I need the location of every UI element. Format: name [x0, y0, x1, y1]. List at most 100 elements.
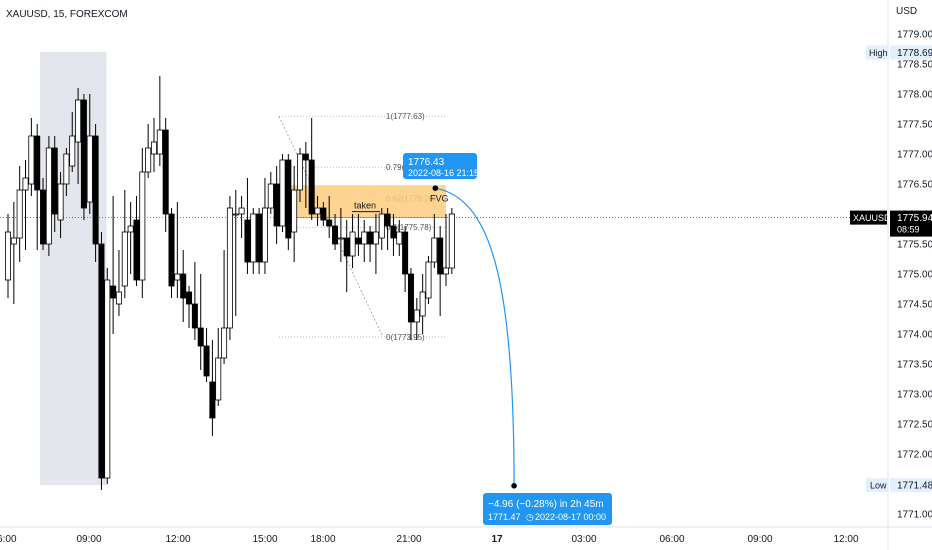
candle-body[interactable]: [104, 279, 111, 479]
candle-body[interactable]: [378, 213, 385, 239]
candle-body[interactable]: [98, 243, 105, 479]
candle-body[interactable]: [396, 231, 403, 245]
candle-body[interactable]: [139, 171, 146, 281]
candle-body[interactable]: [256, 213, 263, 263]
candle-body[interactable]: [180, 273, 187, 299]
symbol-title: XAUUSD, 15, FOREXCOM: [6, 9, 128, 20]
candle-body[interactable]: [203, 345, 210, 377]
candle-body[interactable]: [150, 141, 157, 155]
candle-body[interactable]: [384, 213, 391, 227]
candle-body[interactable]: [156, 129, 163, 155]
taken-label: taken: [354, 201, 376, 211]
time-tick-label: 06:00: [659, 534, 684, 545]
candle-body[interactable]: [115, 291, 122, 305]
candle-body[interactable]: [407, 273, 414, 323]
candle-body[interactable]: [273, 183, 280, 227]
candle-body[interactable]: [75, 99, 82, 143]
candle-body[interactable]: [145, 147, 152, 173]
fib-level-label: 1(1777.63): [386, 112, 425, 121]
price-tick-label: 1775.50: [897, 240, 932, 251]
candle-body[interactable]: [45, 147, 52, 245]
candle-body[interactable]: [16, 189, 23, 239]
projection-end-point[interactable]: [511, 483, 517, 489]
candle-body[interactable]: [209, 381, 216, 419]
candle-body[interactable]: [121, 231, 128, 287]
projection-start-time: 2022-08-16 21:15: [408, 168, 479, 178]
candle-body[interactable]: [314, 207, 321, 215]
candle-body[interactable]: [413, 309, 420, 323]
price-tick-label: 1775.00: [897, 270, 932, 281]
candle-body[interactable]: [133, 219, 140, 281]
candle-body[interactable]: [372, 231, 379, 245]
fib-level-label: 0(1773.95): [386, 333, 425, 342]
candle-body[interactable]: [34, 135, 41, 191]
candle-body[interactable]: [80, 99, 87, 209]
candle-body[interactable]: [51, 147, 58, 215]
candle-body[interactable]: [69, 135, 76, 167]
candle-body[interactable]: [302, 153, 309, 161]
candle-body[interactable]: [337, 237, 344, 240]
candle-body[interactable]: [226, 207, 233, 329]
last-price-value: 1775.94: [897, 213, 932, 224]
candle-body[interactable]: [361, 231, 368, 245]
candle-body[interactable]: [22, 177, 29, 191]
candle-body[interactable]: [267, 183, 274, 209]
candle-body[interactable]: [197, 327, 204, 347]
candle-body[interactable]: [63, 153, 70, 185]
candle-body[interactable]: [10, 237, 17, 245]
candle-body[interactable]: [442, 267, 449, 275]
candle-body[interactable]: [296, 153, 303, 191]
candle-body[interactable]: [332, 225, 339, 245]
candle-body[interactable]: [86, 135, 93, 203]
candle-body[interactable]: [174, 273, 181, 281]
candle-body[interactable]: [425, 261, 432, 299]
candle-body[interactable]: [250, 213, 257, 263]
candle-body[interactable]: [5, 231, 11, 281]
candle-body[interactable]: [92, 135, 99, 245]
candle-body[interactable]: [285, 159, 292, 239]
projection-start-point[interactable]: [432, 185, 439, 191]
candle-body[interactable]: [244, 219, 251, 263]
candle-body[interactable]: [261, 207, 268, 263]
candle-body[interactable]: [367, 231, 374, 245]
candle-body[interactable]: [326, 219, 333, 227]
projection-end-time: 2022-08-17 00:00: [535, 512, 606, 522]
time-tick-label: 06:00: [0, 534, 17, 545]
projection-start-callout: [403, 153, 477, 179]
candle-body[interactable]: [390, 225, 397, 239]
candle-body[interactable]: [232, 213, 239, 216]
candle-body[interactable]: [28, 135, 35, 185]
time-tick-label: 03:00: [571, 534, 596, 545]
candle-body[interactable]: [238, 207, 245, 215]
candle-body[interactable]: [431, 237, 438, 263]
candle-body[interactable]: [291, 189, 298, 233]
candle-body[interactable]: [191, 303, 198, 329]
candle-body[interactable]: [419, 291, 426, 317]
candle-body[interactable]: [40, 189, 47, 245]
candle-body[interactable]: [437, 237, 444, 275]
candle-body[interactable]: [308, 159, 315, 215]
candle-body[interactable]: [343, 237, 350, 257]
symbol-tag-label: XAUUSD: [853, 213, 891, 223]
last-price-tag: [890, 210, 932, 237]
candle-body[interactable]: [186, 291, 193, 305]
low-label: Low: [870, 481, 887, 491]
candle-body[interactable]: [448, 213, 455, 269]
candle-body[interactable]: [162, 129, 169, 215]
bar-countdown: 08:59: [897, 225, 920, 235]
candle-body[interactable]: [355, 237, 362, 245]
price-tick-label: 1773.00: [897, 390, 932, 401]
candle-body[interactable]: [215, 357, 222, 401]
price-tick-label: 1778.50: [897, 60, 932, 71]
candle-body[interactable]: [279, 159, 286, 227]
candle-body[interactable]: [349, 231, 356, 257]
candle-body[interactable]: [57, 183, 64, 221]
candle-body[interactable]: [127, 225, 134, 233]
candle-body[interactable]: [221, 327, 228, 359]
candle-body[interactable]: [110, 285, 117, 299]
candle-body[interactable]: [402, 231, 409, 275]
time-tick-label: 21:00: [396, 534, 421, 545]
candle-body[interactable]: [320, 207, 327, 221]
candle-body[interactable]: [168, 213, 175, 287]
